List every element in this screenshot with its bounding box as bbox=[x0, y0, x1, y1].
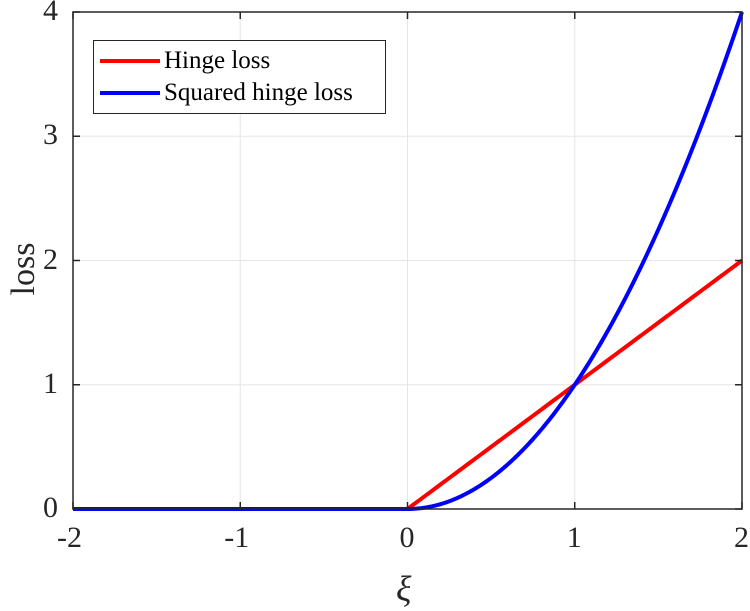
legend-item-squared-hinge-loss: Squared hinge loss bbox=[94, 78, 353, 108]
x-tick-label: 1 bbox=[566, 521, 582, 554]
hinge-loss-swatch bbox=[100, 59, 160, 63]
y-axis-label: loss bbox=[5, 242, 42, 296]
legend-label: Hinge loss bbox=[164, 47, 271, 74]
y-tick-label: 3 bbox=[43, 118, 58, 152]
x-tick-label: -2 bbox=[57, 521, 82, 554]
y-tick-label: 1 bbox=[43, 366, 58, 400]
x-tick-label: -1 bbox=[224, 521, 250, 554]
axes-box bbox=[72, 11, 743, 510]
x-tick-label: 2 bbox=[734, 521, 749, 554]
legend: Hinge loss Squared hinge loss bbox=[93, 40, 386, 114]
y-tick-label: 2 bbox=[43, 242, 58, 276]
squared-hinge-loss-swatch bbox=[100, 91, 160, 95]
y-tick-label: 4 bbox=[43, 0, 58, 27]
legend-label: Squared hinge loss bbox=[164, 79, 353, 106]
x-axis-label: ξ bbox=[396, 569, 412, 609]
x-tick-label: 0 bbox=[399, 521, 415, 554]
legend-item-hinge-loss: Hinge loss bbox=[94, 46, 270, 76]
y-tick-label: 0 bbox=[43, 491, 58, 524]
grid-lines bbox=[73, 12, 742, 509]
